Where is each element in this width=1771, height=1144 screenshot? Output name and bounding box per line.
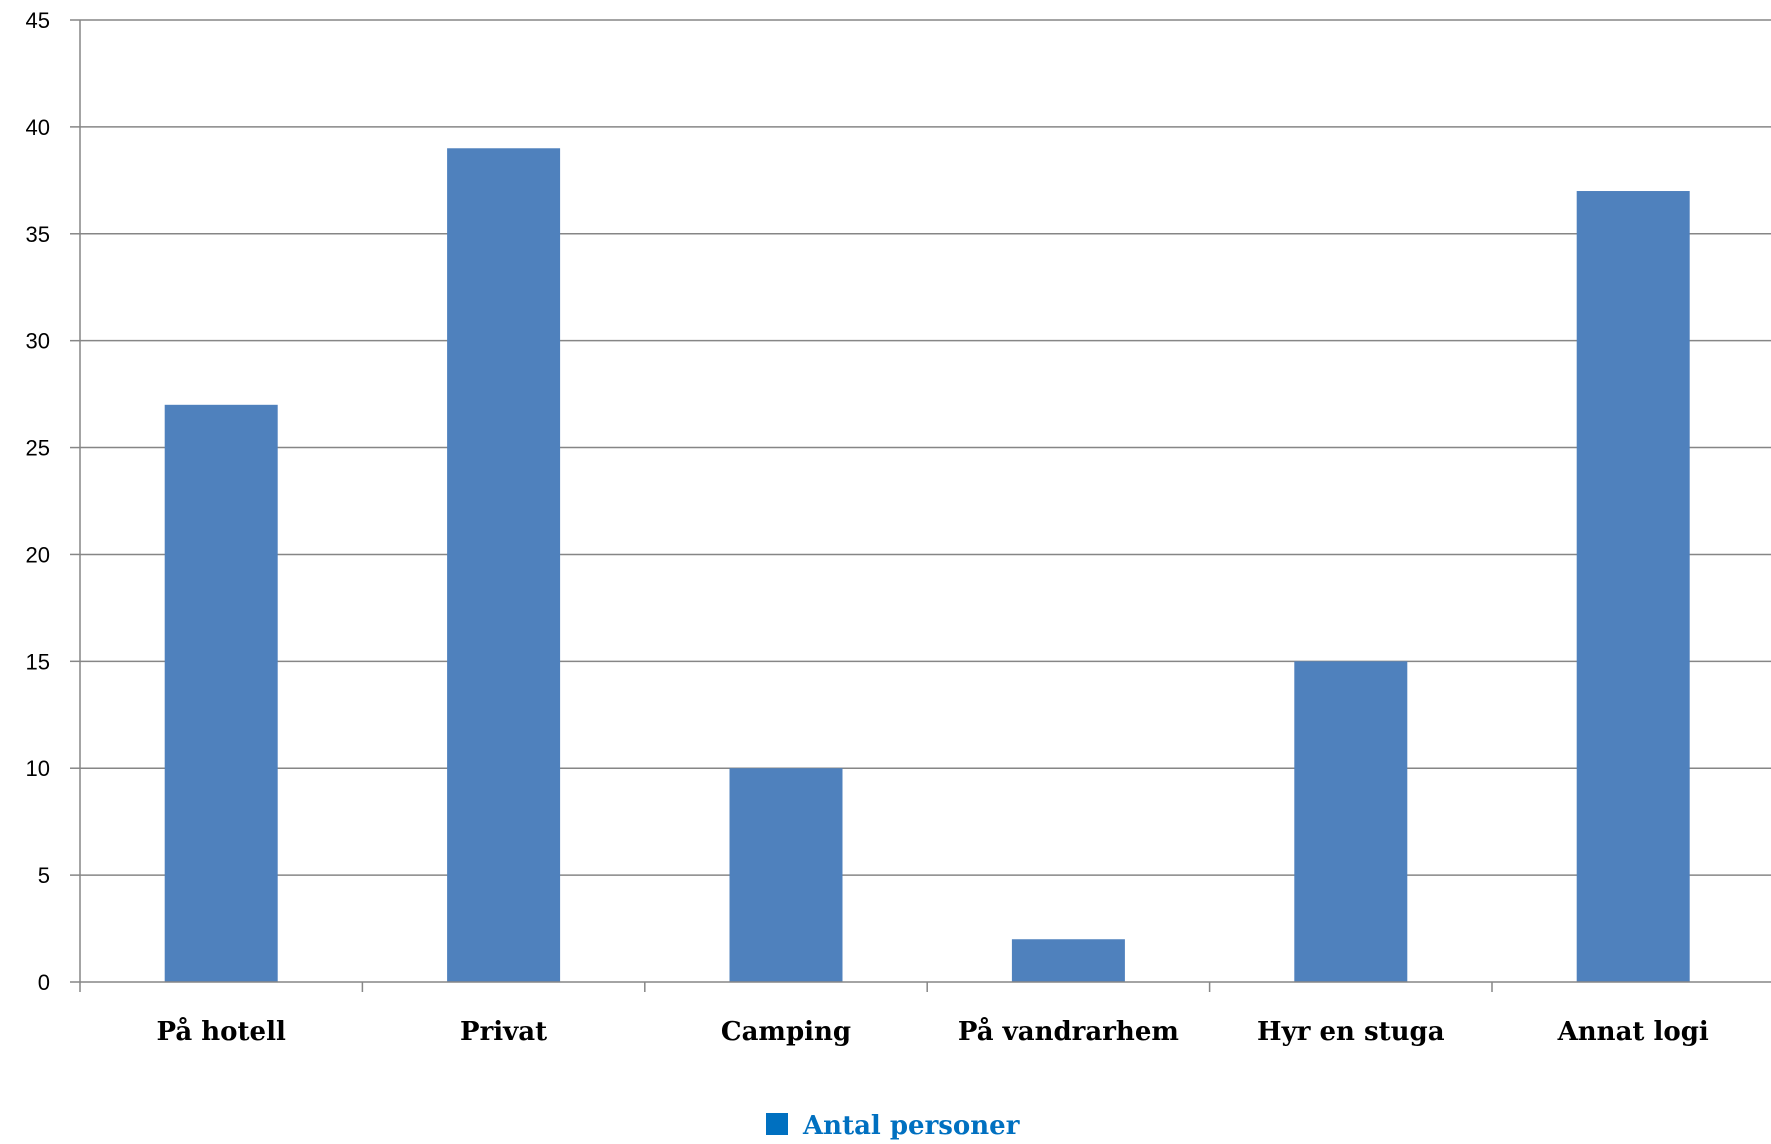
y-tick-label: 20	[26, 542, 50, 567]
bar	[1576, 191, 1690, 982]
gridlines	[80, 19, 1771, 876]
y-tick-label: 35	[26, 222, 50, 247]
bar	[1011, 939, 1125, 982]
y-tick-label: 40	[26, 115, 50, 140]
y-tick-label: 10	[26, 756, 50, 781]
bar	[447, 148, 561, 982]
x-axis-ticks: På hotell Privat Camping På vandrarhem Hyr e…	[79, 982, 1709, 1047]
bar	[1294, 661, 1408, 982]
y-tick-label: 45	[26, 8, 50, 33]
x-tick-label: Privat	[460, 1017, 547, 1047]
x-tick-label: På vandrarhem	[958, 1016, 1179, 1047]
legend-label: Antal personer	[802, 1111, 1020, 1141]
y-tick-label: 15	[26, 649, 50, 674]
x-tick-label: Annat logi	[1557, 1017, 1709, 1047]
x-tick-label: Camping	[721, 1017, 851, 1047]
bar	[729, 768, 843, 982]
y-axis-ticks: 0 5 10 15 20 25 30 35 40 45	[26, 8, 80, 995]
y-tick-label: 30	[26, 329, 50, 354]
legend: Antal personer	[766, 1111, 1020, 1141]
legend-swatch	[766, 1113, 788, 1135]
y-tick-label: 0	[38, 970, 50, 995]
x-tick-label: Hyr en stuga	[1257, 1017, 1445, 1047]
y-tick-label: 25	[26, 436, 50, 461]
x-tick-label: På hotell	[157, 1016, 286, 1047]
bar	[164, 404, 278, 982]
bars	[164, 148, 1690, 982]
y-tick-label: 5	[38, 863, 50, 888]
